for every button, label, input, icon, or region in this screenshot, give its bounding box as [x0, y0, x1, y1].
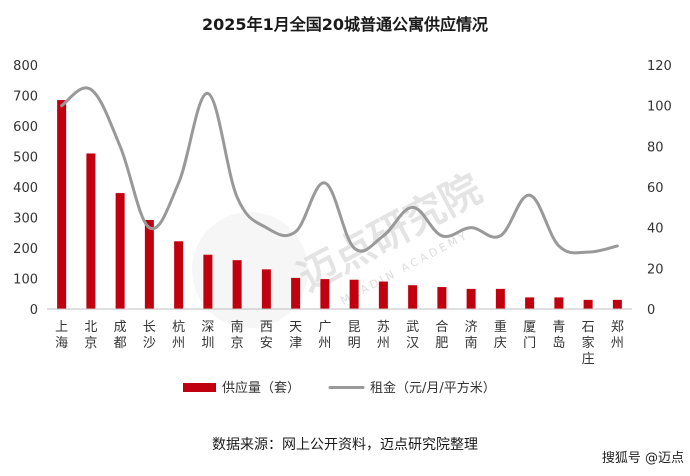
chart-title: 2025年1月全国20城普通公寓供应情况 — [202, 15, 488, 34]
bar — [408, 285, 418, 309]
category-label: 合肥 — [435, 320, 448, 351]
bar — [203, 254, 213, 309]
left-tick-label: 400 — [13, 181, 38, 196]
legend: 供应量（套） 租金（元/月/平方米） — [183, 380, 496, 396]
bar — [495, 288, 505, 309]
bar — [174, 241, 184, 309]
bar — [554, 297, 564, 309]
watermark-logo-circle — [192, 212, 308, 328]
right-tick-label: 60 — [647, 181, 664, 196]
category-label: 济南 — [465, 320, 478, 351]
category-label: 杭州 — [172, 320, 185, 351]
bar — [115, 193, 125, 309]
bar — [57, 100, 67, 309]
category-label: 南京 — [231, 319, 244, 351]
bar — [612, 299, 622, 309]
category-label: 厦门 — [523, 320, 536, 351]
category-label: 武汉 — [406, 320, 419, 351]
corner-watermark: 搜狐号 @迈点 — [602, 451, 684, 466]
bar — [320, 279, 330, 309]
category-label: 北京 — [84, 320, 97, 351]
bar — [466, 288, 476, 309]
legend-bar-label: 供应量（套） — [222, 380, 300, 396]
bar — [291, 277, 301, 309]
right-axis: 0 20 40 60 80 100 120 — [647, 59, 672, 318]
category-label: 广州 — [318, 320, 331, 351]
category-label: 昆明 — [348, 320, 361, 351]
left-tick-label: 700 — [13, 90, 38, 105]
bar — [437, 287, 447, 309]
left-axis: 0 100 200 300 400 500 600 700 800 — [13, 59, 38, 318]
legend-bar-swatch — [183, 383, 216, 392]
right-tick-label: 0 — [647, 303, 655, 318]
bar — [349, 279, 359, 309]
category-label: 青岛 — [552, 320, 565, 351]
bar-series — [57, 100, 622, 309]
left-tick-label: 300 — [13, 212, 38, 227]
right-tick-label: 20 — [647, 262, 664, 277]
left-tick-label: 600 — [13, 120, 38, 135]
right-tick-label: 120 — [647, 59, 672, 74]
category-label: 郑州 — [611, 320, 624, 351]
category-label: 深圳 — [201, 320, 214, 351]
left-tick-label: 800 — [13, 59, 38, 74]
bar — [525, 297, 535, 309]
left-tick-label: 200 — [13, 242, 38, 257]
right-tick-label: 80 — [647, 140, 664, 155]
right-tick-label: 100 — [647, 100, 672, 115]
bar — [583, 299, 593, 309]
category-label: 天津 — [289, 320, 302, 351]
rent-line — [60, 86, 619, 255]
bar — [232, 260, 242, 309]
left-tick-label: 500 — [13, 151, 38, 166]
right-tick-label: 40 — [647, 222, 664, 237]
left-tick-label: 0 — [30, 303, 38, 318]
bar — [144, 219, 154, 309]
bar — [378, 281, 388, 309]
category-label: 石家庄 — [582, 320, 595, 367]
bar — [261, 269, 271, 309]
category-label: 重庆 — [494, 319, 507, 351]
category-label: 长沙 — [143, 320, 156, 351]
category-label: 西安 — [260, 320, 273, 351]
category-label: 成都 — [114, 320, 127, 351]
category-label: 苏州 — [377, 319, 390, 351]
category-label: 上海 — [55, 320, 68, 351]
left-tick-label: 100 — [13, 273, 38, 288]
legend-line-label: 租金（元/月/平方米） — [370, 380, 496, 396]
bar — [86, 153, 96, 309]
source-note: 数据来源：网上公开资料，迈点研究院整理 — [212, 437, 478, 453]
